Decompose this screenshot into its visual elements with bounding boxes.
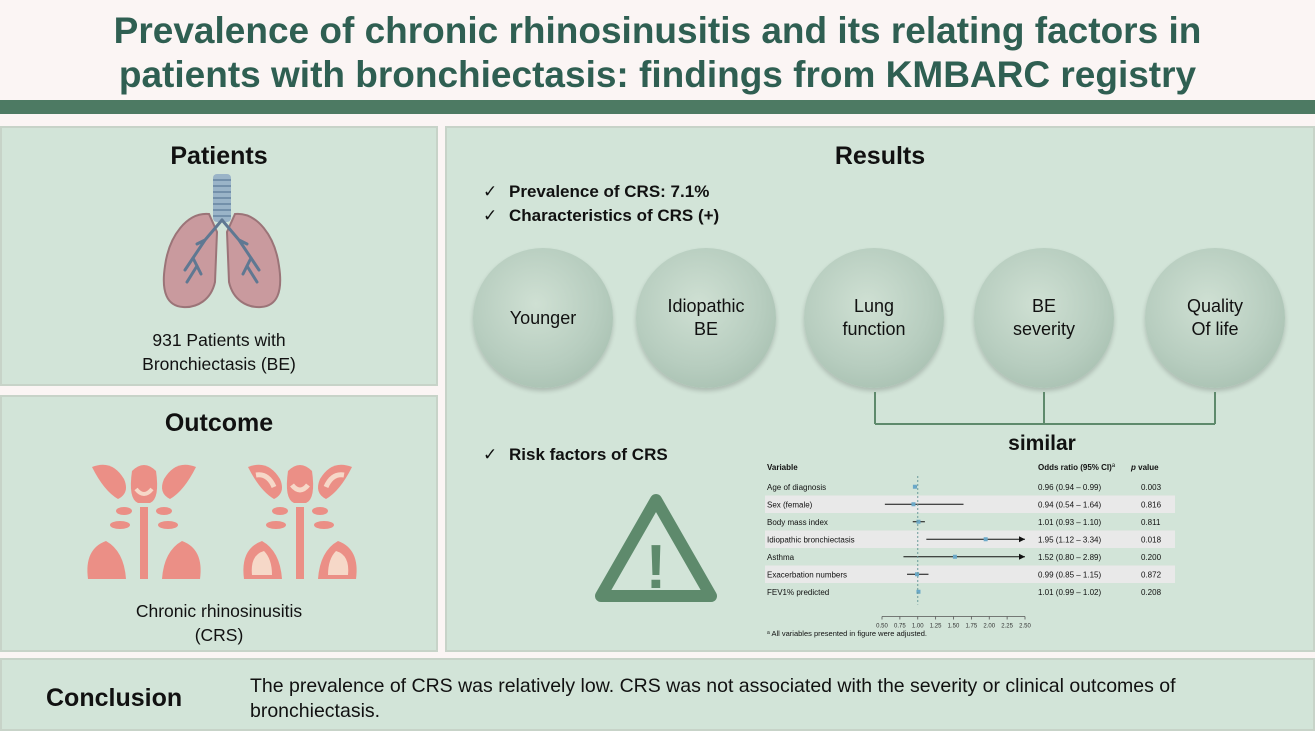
check-icon: ✓ (483, 445, 498, 464)
forest-point (916, 589, 921, 594)
warning-glyph: ! (646, 533, 667, 602)
forest-row-or: 0.94 (0.54 – 1.64) (1038, 500, 1101, 509)
bullet-characteristics: ✓ Characteristics of CRS (+) (483, 206, 719, 226)
trachea (213, 174, 231, 222)
bullet-characteristics-text: Characteristics of CRS (+) (509, 206, 720, 225)
forest-header-p: p value (1130, 463, 1159, 472)
outcome-caption: Chronic rhinosinusitis (CRS) (2, 599, 436, 647)
bullet-risk-factors: ✓ Risk factors of CRS (483, 445, 668, 465)
results-panel: Results ✓ Prevalence of CRS: 7.1% ✓ Charac… (445, 126, 1315, 652)
forest-row-or: 1.52 (0.80 – 2.89) (1038, 553, 1101, 562)
forest-row-p: 0.200 (1141, 553, 1162, 562)
forest-row-p: 0.811 (1141, 518, 1161, 527)
forest-x-tick-label: 0.50 (876, 624, 888, 630)
title-divider-band (0, 100, 1315, 114)
forest-header-variable: Variable (767, 463, 798, 472)
circle-severity-line2: severity (1012, 319, 1075, 339)
forest-ci-arrow (1019, 536, 1025, 543)
outcome-heading: Outcome (164, 409, 274, 437)
title-line-1: Prevalence of chronic rhinosinusitis and… (113, 10, 1202, 51)
forest-point (911, 502, 916, 507)
check-icon: ✓ (483, 182, 498, 201)
sinus-illustration (87, 464, 357, 579)
forest-point (912, 484, 917, 489)
forest-row-label: Idiopathic bronchiectasis (767, 535, 855, 544)
circle-idiopathic-line1: Idiopathic (667, 296, 745, 316)
forest-row-p: 0.018 (1141, 535, 1162, 544)
check-icon: ✓ (483, 206, 498, 225)
circle-lung-line1: Lung (853, 296, 895, 316)
patients-caption: 931 Patients with Bronchiectasis (BE) (2, 328, 436, 376)
forest-row-label: Age of diagnosis (767, 483, 826, 492)
poster-title: Prevalence of chronic rhinosinusitis and… (0, 0, 1315, 100)
conclusion-text: The prevalence of CRS was relatively low… (250, 675, 1176, 722)
forest-point (916, 519, 921, 524)
patients-heading: Patients (170, 142, 268, 170)
forest-row-p: 0.872 (1141, 570, 1162, 579)
patients-caption-line2: Bronchiectasis (BE) (142, 354, 296, 374)
title-line-2: patients with bronchiectasis: findings f… (118, 54, 1197, 95)
outcome-caption-line2: (CRS) (194, 625, 244, 645)
forest-row-or: 1.01 (0.99 – 1.02) (1038, 588, 1101, 597)
forest-point (915, 572, 920, 577)
forest-row-p: 0.208 (1141, 588, 1162, 597)
patients-caption-line1: 931 Patients with (152, 330, 286, 350)
circle-quality-of-life: Quality Of life (1145, 248, 1285, 388)
bronchi (183, 218, 261, 284)
conclusion-heading: Conclusion (46, 684, 183, 712)
forest-x-tick-label: 1.75 (966, 624, 978, 630)
outcome-panel: Outcome (0, 395, 438, 652)
circle-be-severity: BE severity (974, 248, 1114, 388)
circle-idiopathic-be: Idiopathic BE (636, 248, 776, 388)
forest-row-or: 0.96 (0.94 – 0.99) (1038, 483, 1101, 492)
circle-qol-line2: Of life (1191, 319, 1239, 339)
warning-triangle-icon: ! (595, 494, 717, 602)
forest-row-label: FEV1% predicted (767, 588, 829, 597)
forest-footnote: a All variables presented in figure were… (767, 629, 927, 638)
forest-point (952, 554, 957, 559)
circle-younger-line1: Younger (509, 307, 577, 328)
patients-panel: Patients 931 Patients with Bronchiectasi… (0, 126, 438, 386)
forest-x-tick-label: 2.50 (1019, 624, 1031, 630)
bullet-risk-factors-text: Risk factors of CRS (509, 445, 668, 464)
circle-younger: Younger (473, 248, 613, 388)
circle-severity-line1: BE (1031, 296, 1056, 316)
forest-x-tick-label: 2.00 (983, 624, 995, 630)
sinus-icon-right (243, 464, 357, 579)
forest-x-tick-label: 1.25 (930, 624, 942, 630)
bullet-prevalence: ✓ Prevalence of CRS: 7.1% (483, 182, 709, 202)
forest-row-p: 0.816 (1141, 500, 1162, 509)
forest-x-tick-label: 1.50 (948, 624, 960, 630)
forest-row-label: Sex (female) (767, 500, 813, 509)
forest-row-label: Exacerbation numbers (767, 570, 847, 579)
circle-qol-line1: Quality (1186, 296, 1244, 316)
sinus-icon-left (87, 464, 201, 579)
circle-lung-function: Lung function (804, 248, 944, 388)
forest-ci-arrow (1019, 553, 1025, 560)
forest-row-label: Body mass index (767, 518, 828, 527)
outcome-caption-line1: Chronic rhinosinusitis (135, 601, 303, 621)
similar-label: similar (1008, 432, 1076, 455)
forest-row-shade (765, 495, 1175, 513)
circle-lung-line2: function (842, 319, 906, 339)
forest-row-p: 0.003 (1141, 483, 1162, 492)
results-heading: Results (834, 142, 926, 170)
conclusion-panel: Conclusion The prevalence of CRS was rel… (0, 658, 1315, 731)
forest-row-or: 1.95 (1.12 – 3.34) (1038, 535, 1101, 544)
forest-x-tick-label: 2.25 (1001, 624, 1013, 630)
forest-row-or: 0.99 (0.85 – 1.15) (1038, 570, 1101, 579)
forest-x-tick-label: 1.00 (912, 624, 924, 630)
forest-row-shade (765, 565, 1175, 583)
forest-point (983, 537, 988, 542)
lungs-icon (162, 174, 282, 309)
forest-plot: Variable Odds ratio (95% CI)a p value Ag… (765, 463, 1175, 638)
forest-x-tick-label: 0.75 (894, 624, 906, 630)
forest-header-or: Odds ratio (95% CI)a (1038, 463, 1116, 472)
similar-bracket (874, 392, 1216, 425)
circle-idiopathic-line2: BE (693, 319, 718, 339)
forest-row-label: Asthma (767, 553, 795, 562)
bullet-prevalence-text: Prevalence of CRS: 7.1% (509, 182, 710, 201)
forest-row-or: 1.01 (0.93 – 1.10) (1038, 518, 1101, 527)
